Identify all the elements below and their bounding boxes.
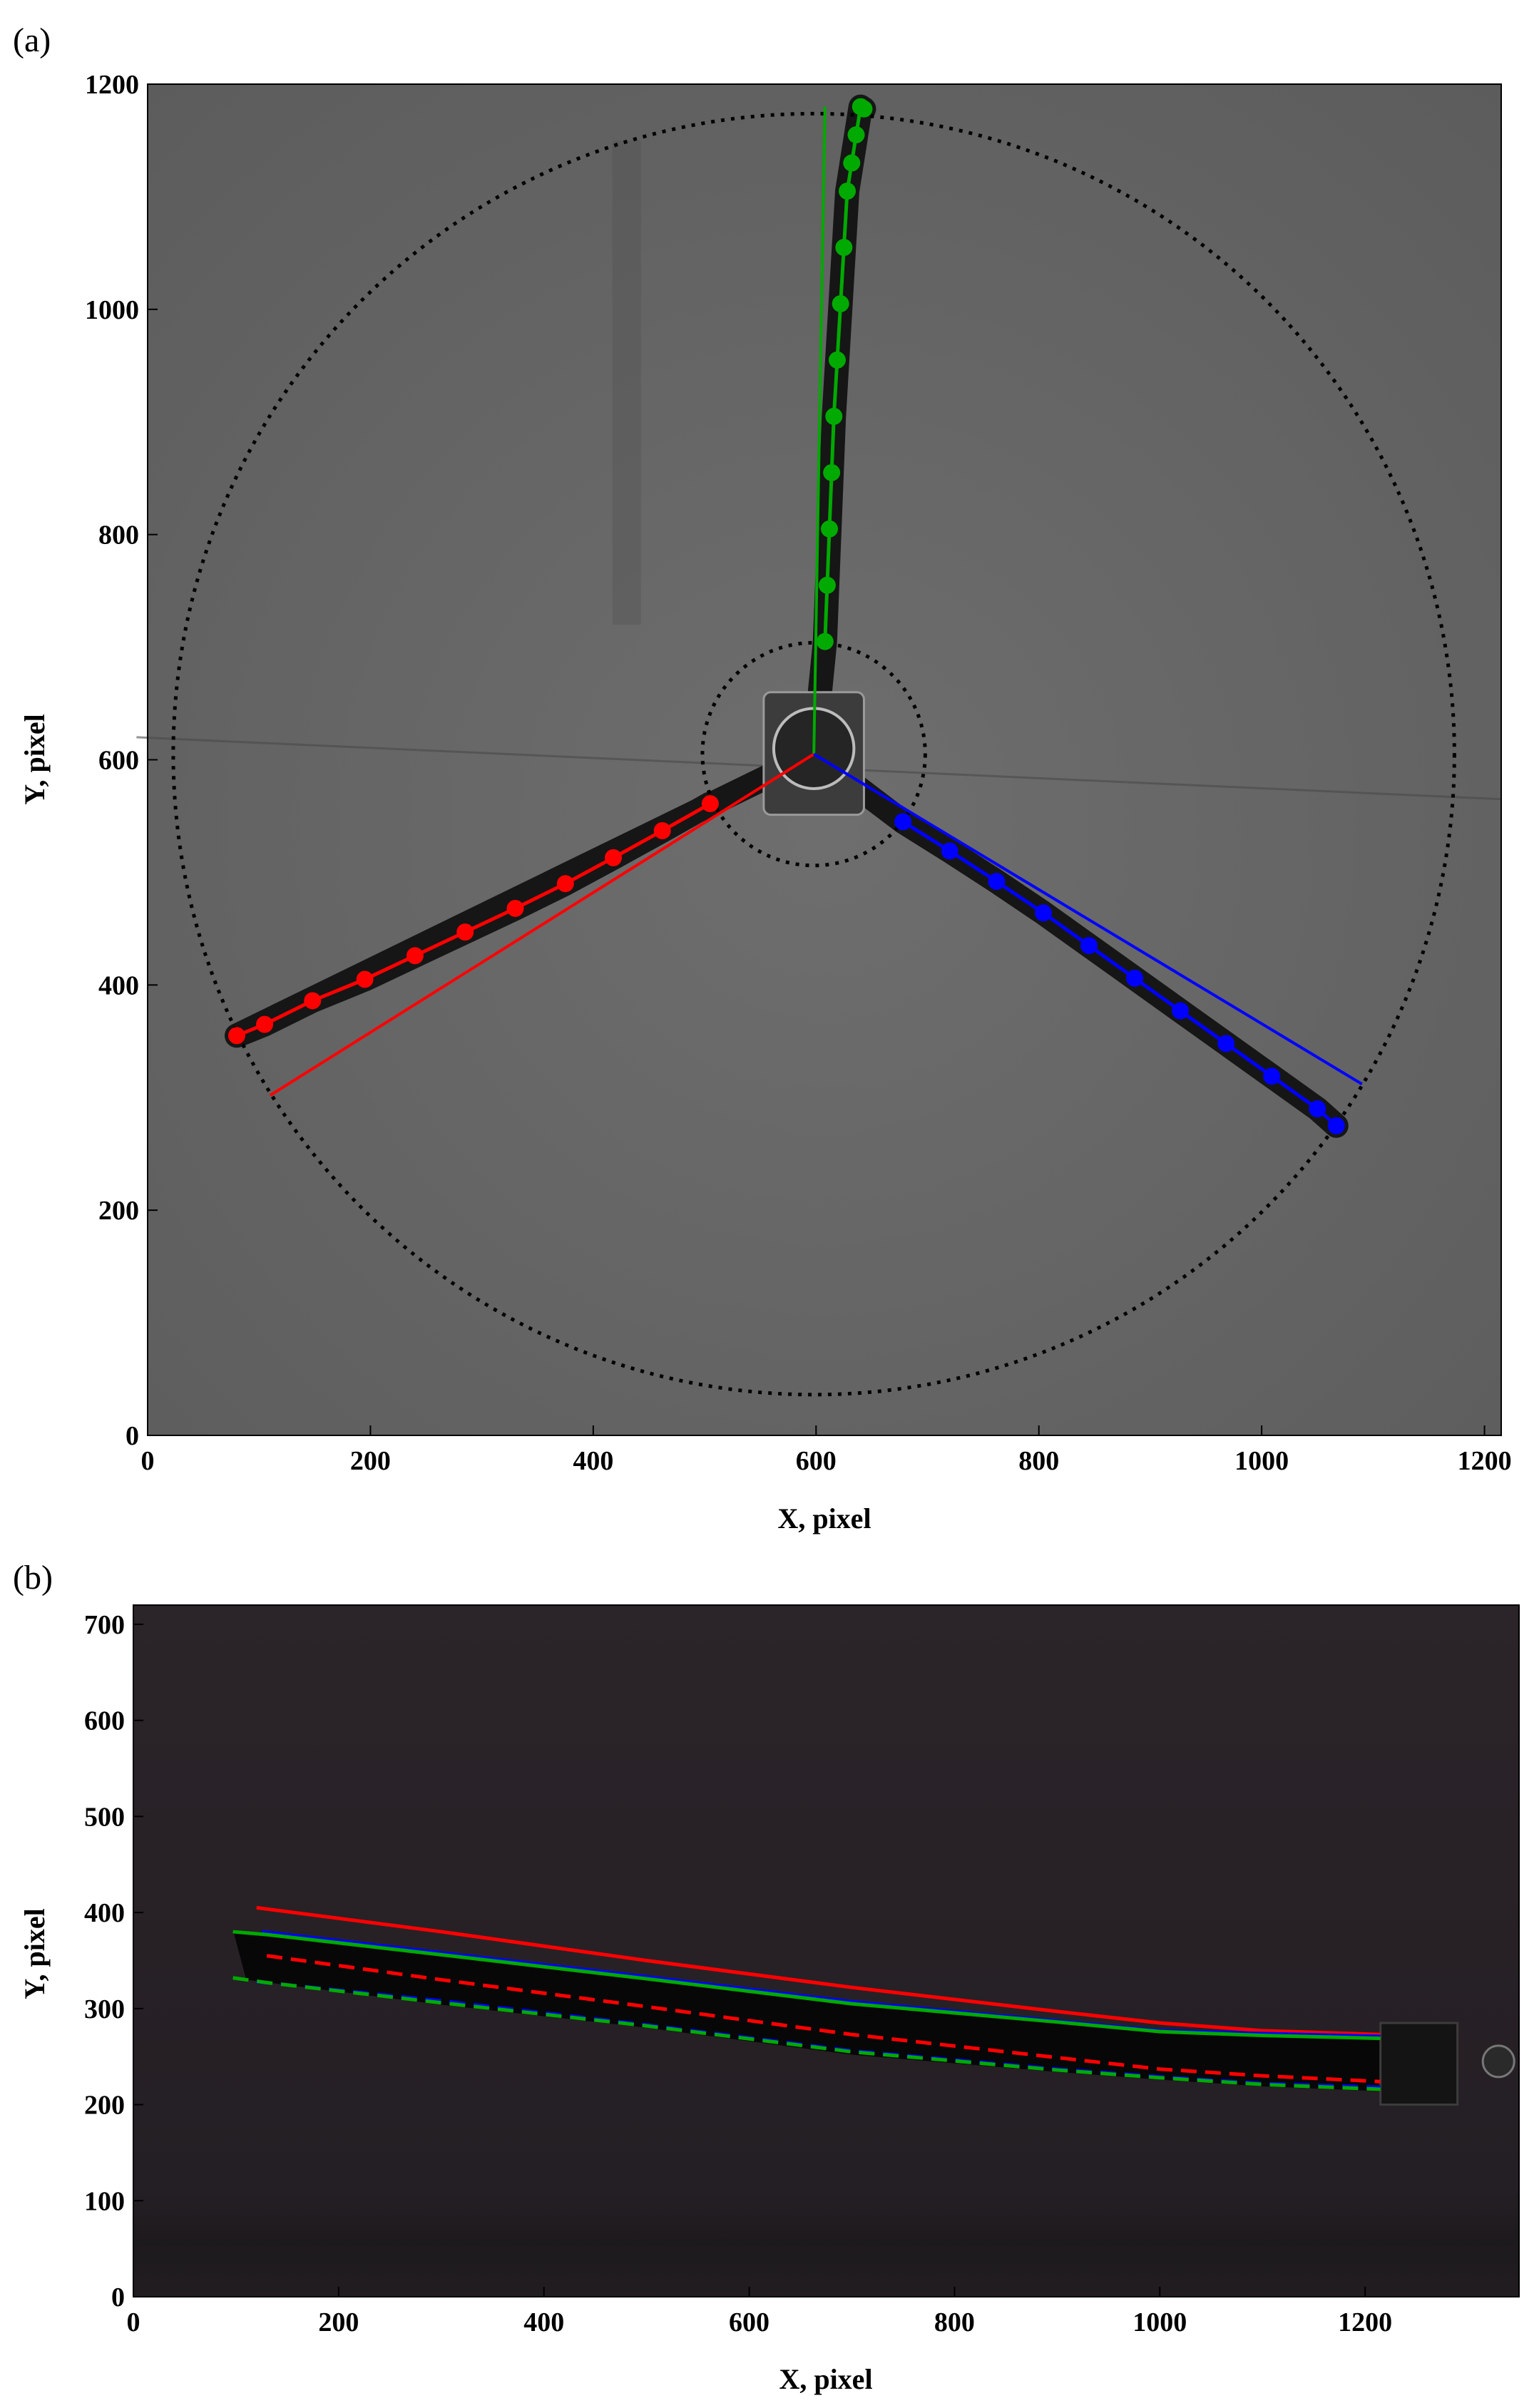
panel-b-x-axis-label: X, pixel: [779, 2363, 872, 2395]
x-tick-label: 400: [523, 2307, 564, 2337]
x-tick-label: 600: [729, 2307, 770, 2337]
x-tick-label: 1000: [1132, 2307, 1187, 2337]
data-point-blue: [1217, 1035, 1235, 1052]
panel-a-x-axis-label: X, pixel: [777, 1502, 871, 1535]
data-point-red: [506, 899, 524, 917]
y-tick-label: 400: [84, 1898, 125, 1928]
data-point-red: [653, 821, 671, 839]
data-point-blue: [941, 842, 958, 860]
y-tick-label: 0: [111, 2283, 125, 2312]
panel-b-y-axis-label: Y, pixel: [19, 1908, 51, 1999]
y-tick-label: 1200: [85, 70, 139, 100]
data-point-green: [832, 294, 849, 312]
data-point-green: [816, 632, 834, 650]
y-tick-label: 600: [98, 746, 139, 776]
y-tick-label: 700: [84, 1610, 125, 1640]
data-point-red: [604, 849, 622, 866]
data-point-blue: [988, 873, 1006, 891]
data-point-green: [821, 520, 839, 538]
data-point-green: [843, 154, 861, 172]
data-point-blue: [1034, 904, 1052, 922]
blade-silhouette: [232, 1930, 1381, 2091]
x-tick-label: 200: [318, 2307, 359, 2337]
data-point-green: [825, 407, 843, 425]
y-tick-label: 600: [84, 1706, 125, 1736]
inner-circle: [700, 640, 927, 868]
edge-line-red-dashed: [266, 1954, 1381, 2084]
data-point-red: [556, 875, 574, 893]
panel-a-axes: 0 200 400 600 800 1000 1200 0 200 400 600 800 1000 12…: [85, 70, 1512, 1476]
data-point-red: [256, 1015, 274, 1033]
y-tick-label: 300: [84, 1994, 125, 2024]
panel-b-axes: 0 200 400 600 800 1000 1200 0 100 200 300 400 500 600…: [84, 1604, 1520, 2337]
data-point-blue: [1172, 1002, 1190, 1020]
data-point-red: [406, 947, 424, 965]
panel-b-label: (b): [13, 1559, 53, 1597]
data-point-green: [818, 576, 836, 594]
data-point-green: [835, 238, 853, 256]
panel-b-series: [232, 1905, 1381, 2091]
panel-a-label: (a): [13, 21, 51, 59]
panel-a: (a) 0 200 400 600 800 1000 1200 0 200 400 600 800 10…: [13, 21, 1512, 1535]
x-tick-label: 800: [934, 2307, 975, 2337]
panel-a-reference-lines: [269, 106, 1363, 1097]
x-tick-label: 800: [1018, 1446, 1059, 1476]
data-point-red: [456, 923, 474, 941]
reference-line-blue: [813, 752, 1363, 1086]
hub-mount: [1379, 2022, 1459, 2106]
panel-b-plot-frame: [133, 1604, 1520, 2297]
panel-a-y-axis-label: Y, pixel: [19, 714, 51, 804]
hub-fitting: [1481, 2044, 1515, 2079]
data-point-green: [839, 183, 857, 200]
edge-line-green-dashed: [232, 1976, 1381, 2091]
x-tick-label: 600: [796, 1446, 837, 1476]
data-point-blue: [1327, 1117, 1345, 1134]
edge-line-red-solid: [256, 1905, 1381, 2036]
reference-line-red: [269, 752, 815, 1097]
panel-a-guide-circles: [171, 111, 1456, 1397]
data-point-red: [701, 795, 719, 813]
data-point-blue: [1309, 1100, 1326, 1118]
y-tick-label: 800: [98, 521, 139, 550]
x-tick-label: 1200: [1338, 2307, 1392, 2337]
data-point-blue: [1126, 969, 1144, 987]
x-tick-label: 200: [350, 1446, 391, 1476]
data-point-green: [828, 351, 846, 369]
y-tick-label: 0: [126, 1421, 139, 1451]
data-point-red: [304, 992, 322, 1010]
y-tick-label: 200: [84, 2091, 125, 2121]
data-point-blue: [894, 813, 912, 831]
y-tick-label: 1000: [85, 295, 139, 325]
x-tick-label: 1000: [1234, 1446, 1289, 1476]
data-point-blue: [1263, 1067, 1281, 1085]
y-tick-label: 500: [84, 1802, 125, 1832]
data-point-green: [847, 126, 865, 144]
edge-line-green-solid: [232, 1930, 1381, 2041]
y-tick-label: 100: [84, 2186, 125, 2216]
y-tick-label: 200: [98, 1196, 139, 1226]
data-point-green: [823, 463, 841, 481]
outer-circle: [171, 111, 1456, 1397]
x-tick-label: 0: [141, 1446, 155, 1476]
y-tick-label: 400: [98, 970, 139, 1000]
rotor-photo-side-view: [232, 1930, 1515, 2106]
x-tick-label: 0: [127, 2307, 140, 2337]
data-point-red: [356, 970, 374, 988]
reference-line-green: [812, 106, 827, 754]
data-point-red: [227, 1027, 245, 1045]
data-point-green: [855, 100, 873, 118]
x-tick-label: 400: [573, 1446, 613, 1476]
x-tick-label: 1200: [1458, 1446, 1512, 1476]
data-point-blue: [1080, 937, 1098, 955]
panel-a-series: [227, 98, 1345, 1134]
panel-b: (b) 0 200 400 600 800 1000 1200 0 100 200 300 400 50…: [13, 1559, 1520, 2395]
